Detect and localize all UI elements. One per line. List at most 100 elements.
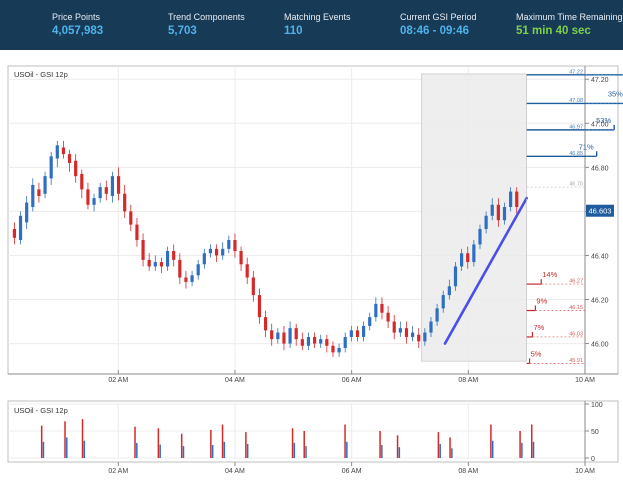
volume-bar-down [134, 426, 136, 458]
stat-label: Trend Components [168, 12, 245, 22]
volume-bar-down [81, 419, 84, 458]
candle-body [123, 193, 127, 212]
candle-body [441, 295, 445, 309]
candle-body [386, 312, 390, 322]
candle-body [233, 240, 237, 252]
candle-body [423, 332, 427, 342]
candle-body [447, 286, 451, 296]
volume-chart-title: USOil - GSI 12p [14, 406, 68, 415]
stat-current-gsi-period: Current GSI Period 08:46 - 09:46 [400, 12, 477, 37]
volume-bar-down [519, 431, 521, 458]
stat-label: Matching Events [284, 12, 351, 22]
volume-bar-down [157, 428, 160, 458]
candle-body [178, 259, 182, 278]
volume-bar-down [437, 432, 440, 458]
candle-body [104, 187, 108, 194]
y-tick-label: 47.00 [591, 121, 609, 128]
candle-body [417, 334, 421, 342]
candle-body [368, 317, 372, 326]
candle-body [86, 189, 90, 205]
stat-label: Price Points [52, 12, 101, 22]
volume-bar-down [303, 431, 305, 458]
candle-body [190, 275, 194, 282]
gsi-period-highlight [421, 73, 528, 362]
volume-bar-up [521, 442, 523, 458]
candle-body [129, 211, 133, 225]
candle-body [214, 248, 219, 256]
chart-title: USOil - GSI 12p [14, 70, 68, 79]
candle-body [411, 332, 415, 337]
y-tick-label: 46.20 [591, 298, 609, 305]
volume-bar-down [396, 435, 399, 458]
stat-value: 08:46 - 09:46 [400, 25, 470, 37]
volume-bar-down [530, 424, 533, 458]
volume-y-tick-label: 50 [591, 429, 599, 436]
volume-bar-up [305, 446, 307, 458]
candle-body [509, 191, 513, 207]
stat-value: 4,057,983 [52, 25, 104, 37]
volume-bar-up [136, 442, 138, 458]
candle-body [202, 253, 206, 265]
candle-body [478, 229, 482, 245]
candle-body [25, 202, 29, 223]
reference-level-label: 46.70 [569, 182, 583, 188]
candle-body [288, 328, 292, 344]
candle-body [312, 336, 317, 344]
candle-body [331, 345, 335, 353]
volume-bar-down [449, 437, 451, 458]
candle-body [55, 145, 59, 159]
stat-max-time-remaining: Maximum Time Remaining 51 min 40 sec [516, 12, 623, 37]
candle-body [184, 277, 188, 282]
volume-bar-up [182, 446, 185, 458]
candle-body [251, 277, 255, 296]
up-target-level: 46.97 [569, 124, 583, 130]
stat-trend-components: Trend Components 5,703 [168, 12, 245, 37]
x-tick-label: 08 AM [458, 377, 478, 384]
volume-x-tick-label: 04 AM [225, 468, 245, 475]
volume-bar-down [291, 428, 294, 458]
volume-x-tick-label: 10 AM [575, 468, 595, 475]
stat-label: Maximum Time Remaining [516, 12, 623, 22]
gsi-volume-chart[interactable]: USOil - GSI 12p 100 50 0 02 AM 04 AM 06 AM 08 A… [0, 398, 623, 480]
candle-body [147, 259, 151, 267]
volume-bar-down [344, 424, 346, 458]
candle-body [429, 321, 433, 333]
stat-matching-events: Matching Events 110 [284, 12, 351, 37]
down-target-probability: 14% [542, 270, 557, 279]
candle-body [515, 191, 519, 207]
volume-bar-up [381, 445, 383, 458]
candle-body [361, 325, 366, 337]
gsi-trend-line [443, 196, 528, 345]
candle-body [153, 262, 157, 267]
candle-body [245, 264, 249, 278]
volume-bar-down [221, 424, 224, 458]
candle-body [374, 303, 378, 318]
volume-bar-up [346, 441, 348, 458]
current-price-label: 46.603 [589, 207, 612, 216]
candle-body [239, 251, 243, 265]
volume-x-tick-label: 08 AM [458, 468, 478, 475]
candle-body [98, 187, 102, 199]
volume-bar-up [159, 444, 161, 458]
volume-bar-up [532, 441, 535, 458]
down-target-level: 46.27 [569, 279, 583, 285]
candle-body [282, 332, 286, 344]
down-target-probability: 5% [531, 349, 542, 358]
candle-body [227, 240, 231, 249]
stats-header: Price Points 4,057,983 Trend Components … [0, 0, 623, 50]
candle-body [208, 248, 213, 254]
volume-bar-up [491, 440, 494, 458]
candle-body [61, 147, 66, 155]
candle-body [12, 229, 17, 238]
down-target-level: 46.15 [569, 305, 583, 311]
x-tick-label: 06 AM [342, 377, 362, 384]
volume-bar-down [210, 429, 212, 458]
stat-value: 110 [284, 25, 303, 37]
candle-body [490, 204, 494, 216]
up-target-probability: 71% [579, 142, 594, 151]
volume-x-tick-label: 02 AM [108, 468, 128, 475]
candle-body [37, 189, 41, 196]
down-target-level: 45.91 [569, 358, 583, 364]
candle-body [435, 308, 439, 322]
